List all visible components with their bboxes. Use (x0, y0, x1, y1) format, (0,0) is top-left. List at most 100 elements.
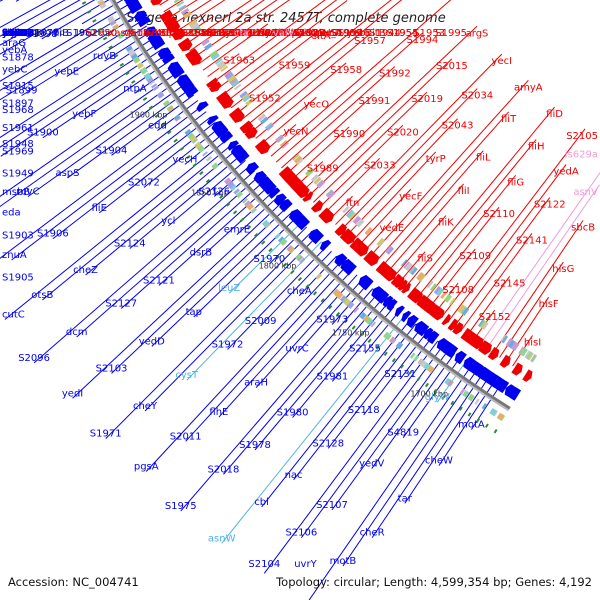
reverse-gene-arrow (452, 321, 464, 335)
forward-gene-label: ydhD (2, 28, 29, 39)
outer-feature-block (145, 75, 154, 83)
reverse-gene-label: yecF (399, 191, 423, 202)
outer-feature-block (341, 296, 350, 305)
inner-feature-block (481, 321, 488, 329)
forward-gene-arrow (219, 130, 234, 144)
minor-tick (148, 105, 154, 110)
forward-gene-label-leader (227, 246, 327, 350)
outer-feature-block (187, 132, 195, 140)
inner-feature-block (482, 322, 489, 330)
reverse-gene-label-leader (240, 0, 392, 121)
reverse-gene-arrow (358, 245, 369, 257)
outer-feature-block (467, 393, 475, 402)
outer-feature-block (427, 365, 435, 374)
forward-gene-label: cutC (2, 309, 25, 320)
reverse-gene-arrow (322, 211, 334, 223)
forward-gene-arrow (414, 321, 428, 335)
reverse-gene-label: S1888 (182, 28, 214, 39)
forward-gene-arrow (490, 375, 502, 388)
forward-gene-label: S1905 (2, 273, 34, 284)
forward-gene-label: asnW (208, 533, 236, 544)
inner-feature-block (245, 98, 254, 106)
reverse-gene-arrow (342, 230, 355, 243)
forward-gene-arrow (263, 181, 276, 194)
reverse-gene-label: yddB (246, 28, 272, 39)
reverse-gene-label: S1963 (223, 56, 255, 67)
reverse-gene-label: S1901 (230, 28, 262, 39)
inner-feature-block (193, 27, 202, 34)
forward-gene-arrow (177, 75, 190, 86)
minor-tick (268, 247, 273, 253)
minor-tick (351, 325, 356, 330)
outer-feature-block (125, 45, 133, 52)
minor-tick (232, 210, 238, 215)
minor-tick (179, 146, 185, 151)
inner-feature-block (404, 262, 413, 272)
minor-tick (102, 36, 108, 41)
kbp-tick-label: 1850 kbp (191, 189, 229, 198)
reverse-gene-label: S1890 (210, 28, 242, 39)
forward-gene-label: yedD (139, 336, 165, 347)
forward-gene-label: zwf (2, 28, 19, 39)
forward-gene-label: S1897 (2, 98, 34, 109)
outer-feature-block (335, 290, 343, 299)
forward-gene-label-leader (371, 352, 456, 469)
reverse-gene-label: S1874 (130, 28, 162, 39)
forward-gene-label: S1970 (253, 254, 285, 265)
forward-gene-label: otsB (31, 290, 53, 301)
forward-gene-arrow (157, 47, 171, 59)
forward-gene-label: ruvC (16, 187, 39, 198)
forward-gene-label: S1856 (2, 28, 34, 39)
forward-gene-label: fliE (92, 203, 107, 214)
minor-tick (359, 332, 364, 337)
forward-gene-label-leader (76, 175, 260, 338)
forward-gene-label: S1813 (2, 28, 34, 39)
forward-gene-arrow (441, 341, 454, 355)
forward-gene-label-leader (308, 364, 473, 600)
inner-feature-block (478, 319, 485, 327)
inner-feature-block (210, 52, 220, 61)
reverse-gene-label-leader (460, 233, 533, 331)
inner-feature-block (449, 297, 456, 306)
minor-tick (154, 113, 160, 118)
reverse-gene-label: S1896 (259, 28, 291, 39)
inner-feature-block (260, 116, 269, 125)
minor-tick (400, 364, 405, 369)
reverse-gene-label-leader (466, 276, 511, 336)
inner-feature-block (519, 347, 528, 357)
reverse-gene-arrow (410, 290, 423, 304)
reverse-gene-label-leader (230, 58, 295, 109)
forward-gene-arrow (319, 239, 332, 252)
reverse-gene-label-leader (216, 0, 338, 90)
outer-feature-block (343, 298, 352, 307)
outer-feature-block (246, 202, 255, 211)
outer-feature-block (423, 362, 431, 371)
forward-gene-label: S1962 (66, 28, 98, 39)
forward-gene-label: S1971 (90, 429, 122, 440)
outer-feature-block (481, 403, 488, 410)
reverse-gene-label-leader (226, 28, 322, 103)
reverse-gene-arrow (381, 265, 395, 280)
minor-tick (253, 233, 259, 238)
inner-feature-track (173, 0, 538, 363)
reverse-gene-label: fliT (501, 114, 517, 125)
forward-gene-label: S1948 (2, 139, 34, 150)
forward-gene-label: uvrY (294, 559, 317, 570)
inner-feature-block (440, 290, 448, 300)
reverse-gene-arrow (363, 249, 375, 263)
forward-gene-label-leader (41, 0, 110, 40)
forward-gene-label: dcm (66, 327, 88, 338)
reverse-gene-label: S1955 (387, 28, 419, 39)
outer-feature-block (205, 155, 213, 162)
outer-feature-block (150, 83, 158, 89)
forward-gene-label: ycl (161, 216, 175, 227)
forward-gene-label: S2107 (316, 500, 348, 511)
forward-gene-label-leader (218, 269, 353, 418)
forward-gene-label: S1961 (2, 123, 34, 134)
forward-gene-arrow (169, 63, 182, 74)
inner-feature-block (188, 19, 197, 27)
inner-feature-block (355, 219, 365, 228)
outer-feature-block (496, 412, 505, 421)
forward-gene-label: S2118 (348, 405, 380, 416)
forward-gene-arrow (361, 277, 372, 289)
